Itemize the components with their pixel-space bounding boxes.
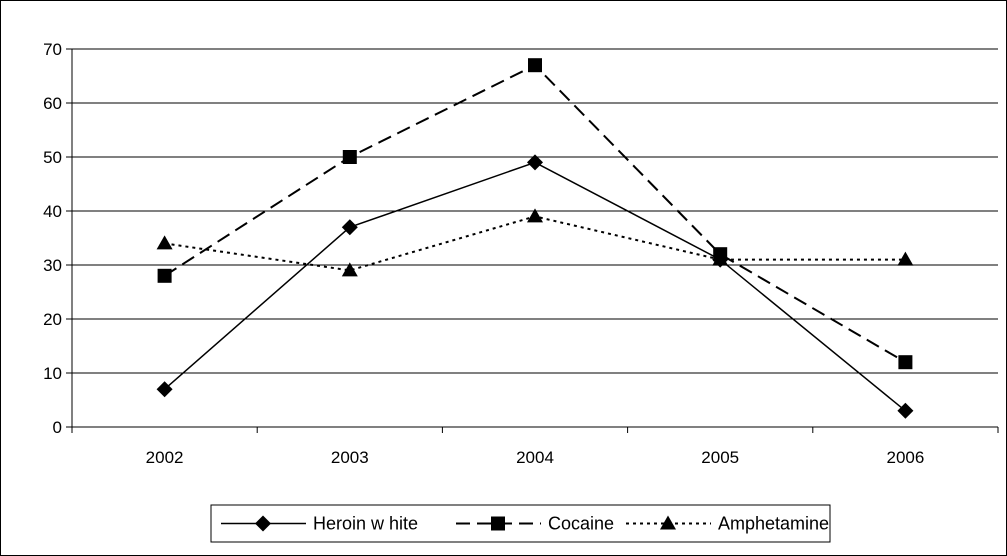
legend: Heroin w hite Cocaine Amphetamine (210, 504, 831, 543)
data-point-marker (897, 402, 914, 419)
x-tick-label: 2003 (331, 448, 369, 467)
series-group (156, 58, 914, 419)
legend-label: Amphetamine (718, 514, 829, 534)
x-tick-label: 2004 (516, 448, 554, 467)
legend-marker-diamond-icon (255, 515, 271, 532)
series-line (164, 215, 906, 272)
legend-label: Cocaine (548, 514, 614, 534)
y-tick-label: 50 (43, 148, 62, 167)
data-point-marker (527, 208, 543, 223)
y-tick-label: 60 (43, 94, 62, 113)
data-point-marker (156, 235, 173, 250)
legend-label: Heroin w hite (313, 514, 418, 534)
y-tick-label: 40 (43, 202, 62, 221)
y-tick-label: 0 (53, 418, 62, 437)
series-square (157, 58, 913, 370)
data-point-marker (342, 150, 357, 164)
legend-marker-square-icon (491, 516, 505, 531)
x-tick-label: 2005 (701, 448, 739, 467)
data-point-marker (527, 154, 543, 171)
y-tick-label: 10 (43, 364, 62, 383)
data-point-marker (897, 251, 914, 266)
data-point-marker (341, 262, 358, 277)
y-tick-label: 20 (43, 310, 62, 329)
series-triangle (156, 208, 914, 277)
y-tick-label: 30 (43, 256, 62, 275)
axes: 0 10 20 30 40 50 60 70 2002 2003 2004 2005 2006 (43, 40, 999, 467)
x-tick-label: 2006 (886, 448, 924, 467)
legend-marker-triangle-icon (660, 515, 676, 530)
data-point-marker (341, 219, 358, 236)
data-point-marker (528, 58, 542, 73)
x-tick-label: 2002 (146, 448, 184, 467)
data-point-marker (712, 251, 729, 266)
y-tick-label: 70 (43, 40, 62, 59)
series-diamond (156, 154, 914, 419)
data-point-marker (898, 355, 913, 370)
series-line (164, 161, 906, 412)
data-point-marker (157, 268, 172, 283)
data-point-marker (156, 381, 173, 398)
